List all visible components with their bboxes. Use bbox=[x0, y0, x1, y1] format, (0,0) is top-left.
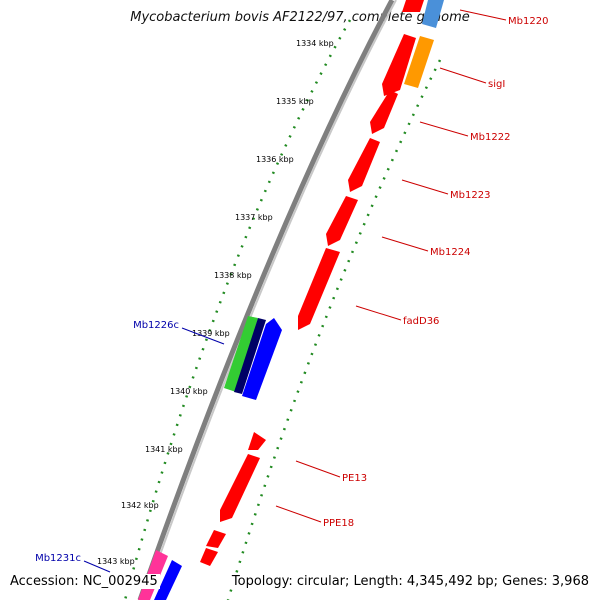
tick-label: 1338 kbp bbox=[214, 271, 252, 280]
gene-block-small-1[interactable] bbox=[206, 530, 226, 548]
gene-block-blue-top[interactable] bbox=[422, 0, 444, 28]
tick-label: 1337 kbp bbox=[235, 213, 273, 222]
gene-block-mb1222[interactable] bbox=[370, 90, 398, 134]
tick-label: 1341 kbp bbox=[145, 445, 183, 454]
gene-label-leader bbox=[419, 121, 469, 137]
tick-label: 1335 kbp bbox=[276, 97, 314, 106]
gene-label-leader bbox=[401, 179, 449, 195]
gene-block-sigI[interactable] bbox=[382, 34, 416, 96]
gene-block-small-2[interactable] bbox=[200, 548, 218, 566]
gene-block-sigI-orange[interactable] bbox=[404, 36, 434, 88]
gene-block-pe13[interactable] bbox=[248, 432, 266, 450]
tick-label: 1343 kbp bbox=[97, 557, 135, 566]
gene-label[interactable]: Mb1223 bbox=[450, 190, 490, 201]
gene-label-leader bbox=[83, 560, 111, 573]
gene-label[interactable]: PPE18 bbox=[323, 518, 354, 529]
gene-block-ppe18[interactable] bbox=[220, 454, 260, 522]
gene-label-leader bbox=[275, 505, 322, 523]
gene-block-mb1223[interactable] bbox=[348, 138, 380, 192]
gene-block-mb1220[interactable] bbox=[402, 0, 424, 12]
genome-backbone-highlight bbox=[143, 0, 397, 600]
gene-label-leader bbox=[181, 327, 225, 345]
gene-block-mb1226c-green[interactable] bbox=[224, 316, 258, 392]
gene-label[interactable]: Mb1231c bbox=[35, 553, 81, 564]
tick-rail-outer bbox=[123, 19, 352, 600]
gene-label[interactable]: Mb1220 bbox=[508, 16, 548, 27]
gene-label-leader bbox=[295, 460, 341, 478]
gene-block-mb1224[interactable] bbox=[326, 196, 358, 246]
tick-label: 1342 kbp bbox=[121, 501, 159, 510]
tick-labels: 1334 kbp 1335 kbp 1336 kbp 1337 kbp 1338 kbp… bbox=[97, 39, 334, 566]
genes-layer bbox=[138, 0, 444, 600]
gene-label-leader bbox=[459, 9, 507, 21]
gene-block-mb1226c-navy[interactable] bbox=[234, 318, 266, 394]
tick-label: 1340 kbp bbox=[170, 387, 208, 396]
gene-label[interactable]: fadD36 bbox=[403, 316, 439, 327]
gene-label-leader bbox=[355, 305, 402, 321]
gene-block-fadD36[interactable] bbox=[298, 248, 340, 330]
gene-label[interactable]: Mb1224 bbox=[430, 247, 470, 258]
genome-backbone bbox=[137, 0, 395, 600]
gene-label[interactable]: Mb1226c bbox=[133, 320, 179, 331]
gene-block-mb1226c-blue[interactable] bbox=[242, 318, 282, 400]
accession-label: Accession: NC_002945 bbox=[8, 574, 160, 589]
tick-label: 1339 kbp bbox=[192, 329, 230, 338]
genome-summary: Topology: circular; Length: 4,345,492 bp… bbox=[229, 574, 591, 589]
gene-labels: Mb1220 sigI Mb1222 Mb1223 Mb1224 fadD36 PE13 PP… bbox=[35, 9, 548, 573]
gene-label[interactable]: sigI bbox=[488, 79, 505, 90]
gene-label-leader bbox=[381, 236, 429, 252]
tick-label: 1336 kbp bbox=[256, 155, 294, 164]
gene-label[interactable]: PE13 bbox=[342, 473, 367, 484]
gene-label-leader bbox=[439, 67, 487, 84]
tick-label: 1334 kbp bbox=[296, 39, 334, 48]
gene-label[interactable]: Mb1222 bbox=[470, 132, 510, 143]
gene-block-mb1231c-blue[interactable] bbox=[154, 560, 182, 600]
